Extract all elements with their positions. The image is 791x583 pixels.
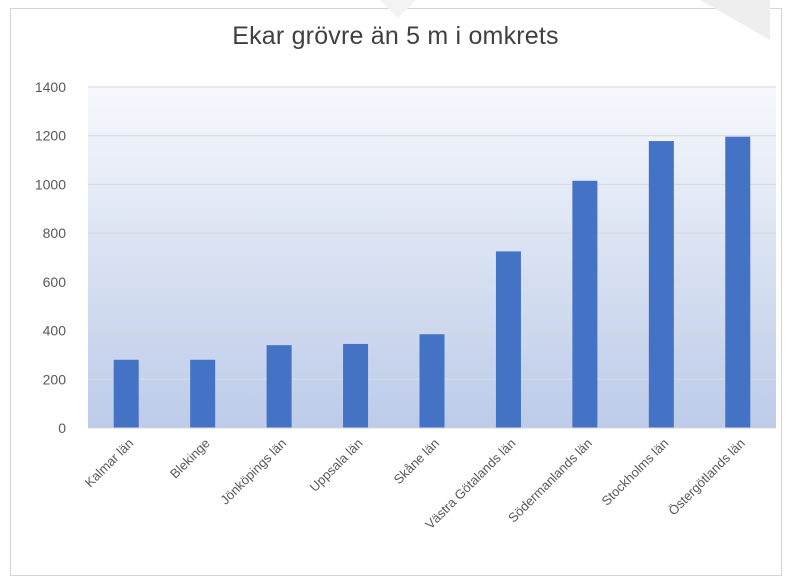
bar	[343, 343, 369, 428]
bar	[419, 334, 445, 428]
corner-decoration-left	[380, 0, 416, 18]
x-tick-label: Stockholms län	[599, 436, 672, 509]
y-tick-label: 600	[43, 274, 67, 290]
y-tick-label: 1400	[35, 79, 66, 95]
bars	[113, 136, 751, 428]
bar	[725, 136, 751, 428]
y-tick-label: 800	[43, 225, 67, 241]
chart-title: Ekar grövre än 5 m i omkrets	[232, 22, 559, 50]
x-tick-label: Skåne län	[391, 436, 442, 487]
bar	[648, 141, 674, 428]
y-tick-label: 1000	[35, 176, 66, 192]
x-tick-label: Blekinge	[167, 436, 213, 482]
bar	[495, 251, 521, 428]
y-tick-label: 0	[58, 420, 66, 436]
x-tick-label: Södermanlands län	[505, 436, 595, 526]
x-axis-ticks: Kalmar län Blekinge Jönköpings län Uppsala …	[82, 436, 748, 532]
y-tick-label: 400	[43, 323, 67, 339]
x-tick-label: Jönköpings län	[217, 436, 289, 508]
corner-decoration-right	[700, 0, 770, 40]
bar	[572, 180, 598, 428]
bar	[190, 359, 216, 428]
x-tick-label: Uppsala län	[307, 436, 366, 495]
bar	[266, 345, 292, 428]
x-tick-label: Östergötlands län	[665, 436, 748, 519]
x-tick-label: Kalmar län	[82, 436, 137, 491]
y-tick-label: 1200	[35, 128, 66, 144]
bar	[113, 359, 139, 428]
y-tick-label: 200	[43, 371, 67, 387]
y-axis-ticks: 0 200 400 600 800 1000 1200 1400	[35, 79, 66, 436]
